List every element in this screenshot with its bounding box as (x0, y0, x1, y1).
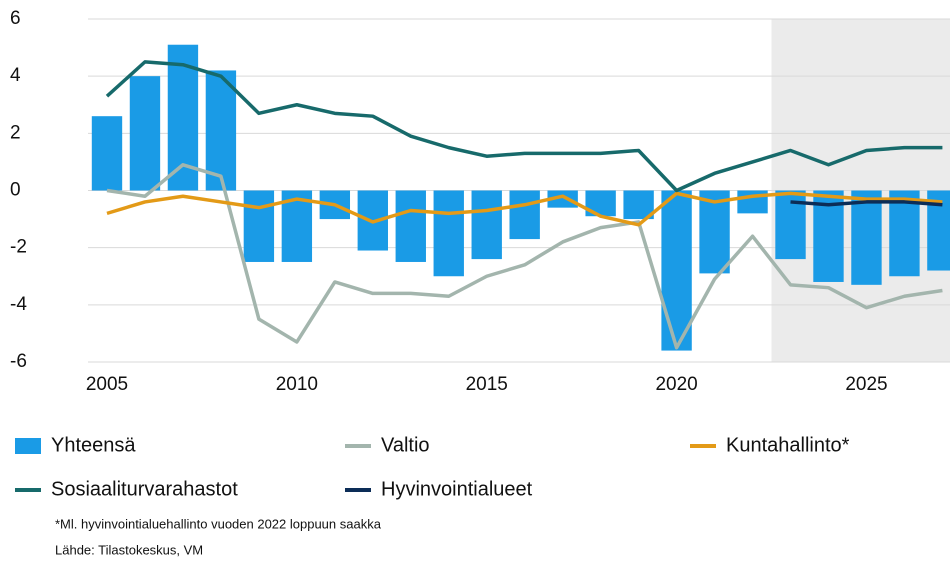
line (106, 191, 943, 227)
x-tick-label: 2025 (845, 374, 887, 395)
x-tick-label: 2010 (276, 374, 318, 395)
bar (205, 70, 237, 191)
legend-label: Hyvinvointialueet (381, 478, 533, 500)
y-tick-label: 6 (10, 8, 21, 29)
y-tick-label: -2 (10, 237, 27, 258)
legend-label: Sosiaaliturvarahastot (51, 478, 238, 500)
bar (91, 116, 123, 191)
x-tick-label: 2020 (655, 374, 697, 395)
bar (851, 190, 882, 285)
bar (661, 190, 692, 351)
legend-label: Valtio (381, 434, 430, 456)
bar (395, 190, 426, 262)
bar (927, 190, 950, 271)
bar (547, 190, 578, 208)
line (790, 200, 943, 207)
y-tick-label: 2 (10, 122, 21, 143)
x-tick-label: 2005 (86, 374, 128, 395)
x-tick-label: 2015 (466, 374, 508, 395)
bar (433, 190, 464, 277)
line (105, 60, 943, 193)
bar (775, 190, 806, 260)
footnote: *Ml. hyvinvointialuehallinto vuoden 2022… (55, 516, 382, 531)
line (106, 163, 943, 350)
y-tick-label: 0 (10, 180, 21, 201)
legend-swatch (15, 438, 41, 454)
bar (509, 190, 540, 240)
source: Lähde: Tilastokeskus, VM (55, 542, 203, 557)
bar (129, 76, 161, 191)
bar (471, 190, 502, 260)
legend-label: Kuntahallinto* (726, 434, 850, 456)
y-tick-label: 4 (10, 65, 21, 86)
bar (243, 190, 275, 262)
bar (889, 190, 920, 277)
y-tick-label: -4 (10, 294, 27, 315)
legend-label: Yhteensä (51, 434, 136, 456)
bar (699, 190, 730, 274)
y-tick-label: -6 (10, 351, 27, 372)
